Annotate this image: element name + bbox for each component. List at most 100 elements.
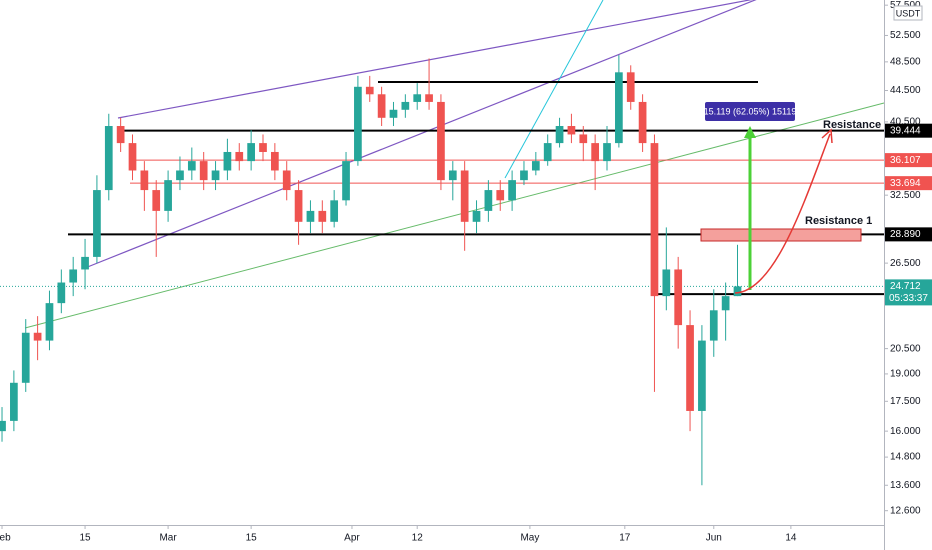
candle-body — [721, 296, 730, 311]
price-label: 36.107 — [890, 155, 921, 166]
candle-body — [448, 170, 457, 181]
x-tick-label: Feb — [0, 533, 11, 544]
x-tick-label: 15 — [246, 533, 258, 544]
candle-body — [140, 170, 149, 191]
candle-body — [579, 134, 588, 144]
y-tick-label: 48.500 — [890, 56, 921, 67]
y-tick-label: 52.500 — [890, 30, 921, 41]
candle-body — [531, 161, 540, 171]
y-tick-label: 14.800 — [890, 452, 921, 463]
annotation: Resistance 1 — [805, 215, 872, 227]
candle-body — [152, 190, 161, 211]
candle-body — [318, 210, 327, 222]
price-axis — [884, 0, 932, 550]
unit-box — [893, 5, 923, 21]
y-tick-label: 20.500 — [890, 343, 921, 354]
candle-body — [365, 86, 374, 95]
candle-body — [686, 325, 694, 411]
candle-body — [81, 256, 89, 270]
resistance-zone — [700, 228, 862, 242]
candle-body — [543, 143, 552, 162]
candle-body — [508, 180, 516, 201]
candle-body — [211, 170, 220, 181]
candle-body — [69, 269, 78, 283]
y-tick-label: 26.500 — [890, 258, 921, 269]
candle-body — [591, 143, 600, 162]
candle-body — [425, 94, 433, 102]
arrow-head — [821, 128, 833, 144]
candle-body — [401, 101, 410, 110]
candle-body — [164, 180, 172, 211]
candle-body — [484, 190, 493, 211]
candle-body — [306, 210, 315, 222]
candle-body — [472, 210, 481, 222]
candle-body — [377, 94, 386, 118]
candle-body — [437, 101, 445, 181]
candle-body — [603, 143, 611, 162]
candle-body — [342, 161, 350, 201]
annotation: Resistance 2 — [823, 119, 890, 131]
candle-body — [33, 332, 42, 341]
y-tick-label: 12.600 — [890, 505, 921, 516]
y-tick-label: 57.500 — [890, 0, 921, 11]
candle-body — [460, 170, 469, 222]
candle-body — [128, 143, 137, 171]
candle-body — [709, 310, 718, 341]
trendline — [84, 0, 757, 269]
measure-label: 15.119 (62.05%) 15119 — [704, 106, 797, 116]
price-label: 39.444 — [890, 125, 921, 136]
candle-body — [57, 282, 66, 304]
candle-body — [282, 170, 291, 191]
candle-body — [496, 190, 505, 201]
y-tick-label: 44.500 — [890, 85, 921, 96]
unit-label: USDT — [896, 8, 921, 18]
candle-body — [638, 101, 647, 144]
candle-body — [567, 126, 576, 135]
candle-body — [733, 286, 742, 297]
x-tick-label: Mar — [159, 533, 177, 544]
candle-body — [247, 143, 255, 162]
x-tick-label: 17 — [619, 533, 631, 544]
candle-body — [176, 170, 184, 181]
x-tick-label: 15 — [79, 533, 91, 544]
candle-body — [0, 420, 6, 432]
last-price-box — [885, 279, 932, 306]
candle-body — [555, 126, 564, 144]
price-label-box — [885, 123, 932, 138]
candle-body — [626, 72, 635, 102]
candle-body — [21, 332, 30, 383]
candle-body — [330, 200, 339, 222]
price-label-box — [885, 153, 932, 168]
candle-body — [354, 86, 362, 162]
candle-body — [389, 109, 398, 118]
price-label: 28.890 — [890, 229, 921, 240]
trendline — [504, 0, 604, 179]
y-tick-label: 16.000 — [890, 426, 921, 437]
candle-body — [662, 269, 671, 297]
candle-body — [271, 151, 279, 171]
candle-body — [235, 151, 244, 162]
measure-box — [705, 102, 795, 121]
candle-body — [10, 382, 18, 421]
candle-body — [199, 161, 208, 181]
last-price-label: 24.712 — [890, 281, 921, 292]
y-tick-label: 19.000 — [890, 369, 921, 380]
candle-body — [413, 94, 422, 102]
candle-body — [674, 269, 683, 326]
arrow-head — [744, 126, 756, 138]
candle-body — [294, 190, 303, 222]
candle-body — [93, 190, 101, 257]
price-label-box — [885, 176, 932, 191]
y-tick-label: 32.500 — [890, 190, 921, 201]
candle-body — [520, 170, 528, 181]
y-tick-label: 40.500 — [890, 117, 921, 128]
candle-body — [104, 126, 113, 191]
x-tick-label: Apr — [344, 533, 360, 544]
candle-body — [615, 72, 623, 144]
projection-arrow — [734, 133, 831, 294]
candle-body — [650, 143, 659, 297]
x-tick-label: 12 — [412, 533, 424, 544]
candle-body — [116, 126, 125, 144]
candle-body — [259, 143, 267, 152]
candle-body — [45, 303, 54, 341]
